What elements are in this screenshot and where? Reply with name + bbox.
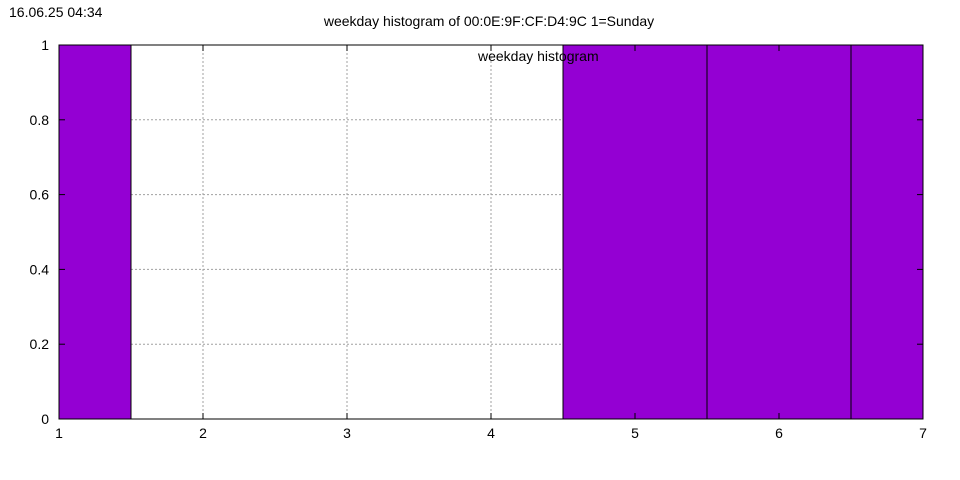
y-axis-tick-labels: 0 0.2 0.4 0.6 0.8 1 xyxy=(30,37,50,427)
x-axis-tick-labels: 1 2 3 4 5 6 7 xyxy=(55,425,927,441)
chart-title: weekday histogram of 00:0E:9F:CF:D4:9C 1… xyxy=(323,13,654,29)
x-tick-label: 7 xyxy=(919,425,927,441)
y-tick-label: 0.2 xyxy=(30,336,50,352)
legend-label: weekday histogram xyxy=(477,48,599,64)
axis-ticks xyxy=(58,44,924,420)
x-tick-label: 5 xyxy=(631,425,639,441)
timestamp: 16.06.25 04:34 xyxy=(9,4,103,20)
x-tick-label: 1 xyxy=(55,425,63,441)
histogram-bar xyxy=(706,44,852,420)
x-tick-label: 6 xyxy=(775,425,783,441)
x-tick-label: 2 xyxy=(199,425,207,441)
histogram-bar xyxy=(562,44,708,420)
histogram-bar xyxy=(850,44,924,420)
x-tick-label: 4 xyxy=(487,425,495,441)
y-tick-label: 0.4 xyxy=(30,261,50,277)
y-tick-label: 0.6 xyxy=(30,187,50,203)
y-tick-label: 1 xyxy=(41,37,49,53)
histogram-bar xyxy=(58,44,132,420)
y-tick-label: 0.8 xyxy=(30,112,50,128)
y-tick-label: 0 xyxy=(41,411,49,427)
x-tick-label: 3 xyxy=(343,425,351,441)
